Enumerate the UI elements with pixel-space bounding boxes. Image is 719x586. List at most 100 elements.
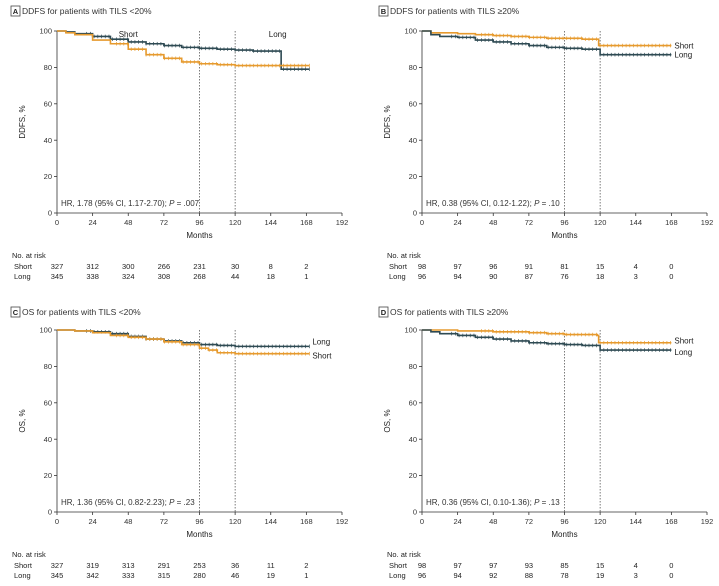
y-axis-label: OS, % bbox=[383, 409, 392, 432]
risk-row-label: Long bbox=[389, 571, 406, 580]
risk-value: 91 bbox=[525, 262, 533, 271]
risk-value: 4 bbox=[634, 561, 638, 570]
panel-title: OS for patients with TILS <20% bbox=[22, 307, 141, 317]
y-tick-label: 0 bbox=[413, 209, 417, 218]
risk-value: 342 bbox=[86, 571, 99, 580]
y-tick-label: 0 bbox=[413, 508, 417, 517]
series-label-short: Short bbox=[312, 352, 332, 361]
risk-value: 78 bbox=[560, 571, 568, 580]
y-tick-label: 40 bbox=[409, 136, 417, 145]
x-tick-label: 24 bbox=[88, 218, 96, 227]
risk-value: 313 bbox=[122, 561, 135, 570]
x-tick-label: 96 bbox=[195, 517, 203, 526]
km-curve-long bbox=[57, 30, 310, 71]
risk-value: 46 bbox=[231, 571, 239, 580]
risk-value: 96 bbox=[489, 262, 497, 271]
y-tick-label: 20 bbox=[409, 172, 417, 181]
y-axis-label: DDFS, % bbox=[383, 105, 392, 138]
hr-p-label: P bbox=[534, 199, 540, 208]
risk-value: 333 bbox=[122, 571, 135, 580]
risk-value: 92 bbox=[489, 571, 497, 580]
y-tick-label: 20 bbox=[44, 471, 52, 480]
series-label-long: Long bbox=[312, 337, 330, 346]
y-tick-label: 60 bbox=[409, 99, 417, 108]
risk-value: 291 bbox=[158, 561, 171, 570]
y-tick-label: 100 bbox=[39, 326, 52, 335]
risk-value: 96 bbox=[418, 272, 426, 281]
y-tick-label: 60 bbox=[44, 99, 52, 108]
panel-letter: D bbox=[381, 308, 387, 317]
risk-value: 87 bbox=[525, 272, 533, 281]
risk-table-header: No. at risk bbox=[12, 251, 46, 260]
x-tick-label: 48 bbox=[124, 517, 132, 526]
x-tick-label: 0 bbox=[420, 218, 424, 227]
risk-value: 0 bbox=[669, 272, 673, 281]
chart-panel-c: C OS for patients with TILS <20%020406080… bbox=[10, 306, 348, 580]
series-label-short: Short bbox=[674, 337, 694, 346]
x-tick-label: 72 bbox=[160, 218, 168, 227]
risk-value: 1 bbox=[304, 571, 308, 580]
risk-value: 2 bbox=[304, 262, 308, 271]
y-tick-label: 40 bbox=[409, 435, 417, 444]
hr-prefix: HR, 1.36 (95% CI, 0.82-2.23); bbox=[61, 498, 169, 507]
risk-value: 44 bbox=[231, 272, 239, 281]
risk-value: 319 bbox=[86, 561, 99, 570]
hr-p-value: = .10 bbox=[539, 199, 560, 208]
risk-table-header: No. at risk bbox=[387, 550, 421, 559]
risk-value: 15 bbox=[596, 561, 604, 570]
risk-row-label: Long bbox=[14, 272, 31, 281]
x-tick-label: 192 bbox=[701, 218, 714, 227]
x-tick-label: 168 bbox=[300, 517, 313, 526]
risk-value: 345 bbox=[51, 571, 64, 580]
risk-value: 18 bbox=[596, 272, 604, 281]
x-tick-label: 72 bbox=[525, 218, 533, 227]
x-tick-label: 144 bbox=[629, 517, 642, 526]
y-tick-label: 60 bbox=[44, 398, 52, 407]
km-curve-long bbox=[422, 329, 672, 351]
risk-value: 97 bbox=[453, 262, 461, 271]
series-label-short: Short bbox=[674, 42, 694, 51]
panel-letter: B bbox=[381, 7, 387, 16]
risk-value: 88 bbox=[525, 571, 533, 580]
risk-value: 98 bbox=[418, 262, 426, 271]
x-tick-label: 72 bbox=[160, 517, 168, 526]
risk-value: 76 bbox=[560, 272, 568, 281]
hr-p-value: = .007 bbox=[174, 199, 199, 208]
x-tick-label: 144 bbox=[264, 517, 277, 526]
x-tick-label: 120 bbox=[594, 517, 607, 526]
y-tick-label: 0 bbox=[48, 209, 52, 218]
x-tick-label: 48 bbox=[489, 218, 497, 227]
series-label-long: Long bbox=[674, 348, 692, 357]
x-tick-label: 48 bbox=[124, 218, 132, 227]
risk-value: 327 bbox=[51, 262, 64, 271]
panel-letter: A bbox=[13, 7, 19, 16]
y-axis-label: OS, % bbox=[18, 409, 27, 432]
x-axis-label: Months bbox=[186, 231, 212, 240]
series-label-long: Long bbox=[269, 30, 287, 39]
risk-value: 19 bbox=[596, 571, 604, 580]
risk-value: 15 bbox=[596, 262, 604, 271]
risk-value: 11 bbox=[267, 561, 275, 570]
hazard-ratio-annotation: HR, 1.78 (95% CI, 1.17-2.70); P = .007 bbox=[61, 199, 200, 208]
risk-value: 97 bbox=[489, 561, 497, 570]
risk-value: 280 bbox=[193, 571, 206, 580]
risk-value: 3 bbox=[634, 272, 638, 281]
risk-value: 4 bbox=[634, 262, 638, 271]
km-curve-short bbox=[422, 30, 672, 47]
x-tick-label: 24 bbox=[453, 517, 461, 526]
x-tick-label: 192 bbox=[701, 517, 714, 526]
hr-p-label: P bbox=[534, 498, 540, 507]
panel-title: OS for patients with TILS ≥20% bbox=[390, 307, 509, 317]
risk-value: 19 bbox=[267, 571, 275, 580]
hazard-ratio-annotation: HR, 0.36 (95% CI, 0.10-1.36); P = .13 bbox=[426, 498, 560, 507]
risk-table-header: No. at risk bbox=[12, 550, 46, 559]
hazard-ratio-annotation: HR, 1.36 (95% CI, 0.82-2.23); P = .23 bbox=[61, 498, 195, 507]
panel-letter: C bbox=[13, 308, 19, 317]
y-tick-label: 20 bbox=[409, 471, 417, 480]
risk-value: 2 bbox=[304, 561, 308, 570]
y-tick-label: 100 bbox=[404, 27, 417, 36]
risk-row-label: Short bbox=[14, 262, 33, 271]
risk-value: 0 bbox=[669, 571, 673, 580]
x-tick-label: 120 bbox=[229, 218, 242, 227]
panel-letter-box bbox=[10, 306, 21, 318]
